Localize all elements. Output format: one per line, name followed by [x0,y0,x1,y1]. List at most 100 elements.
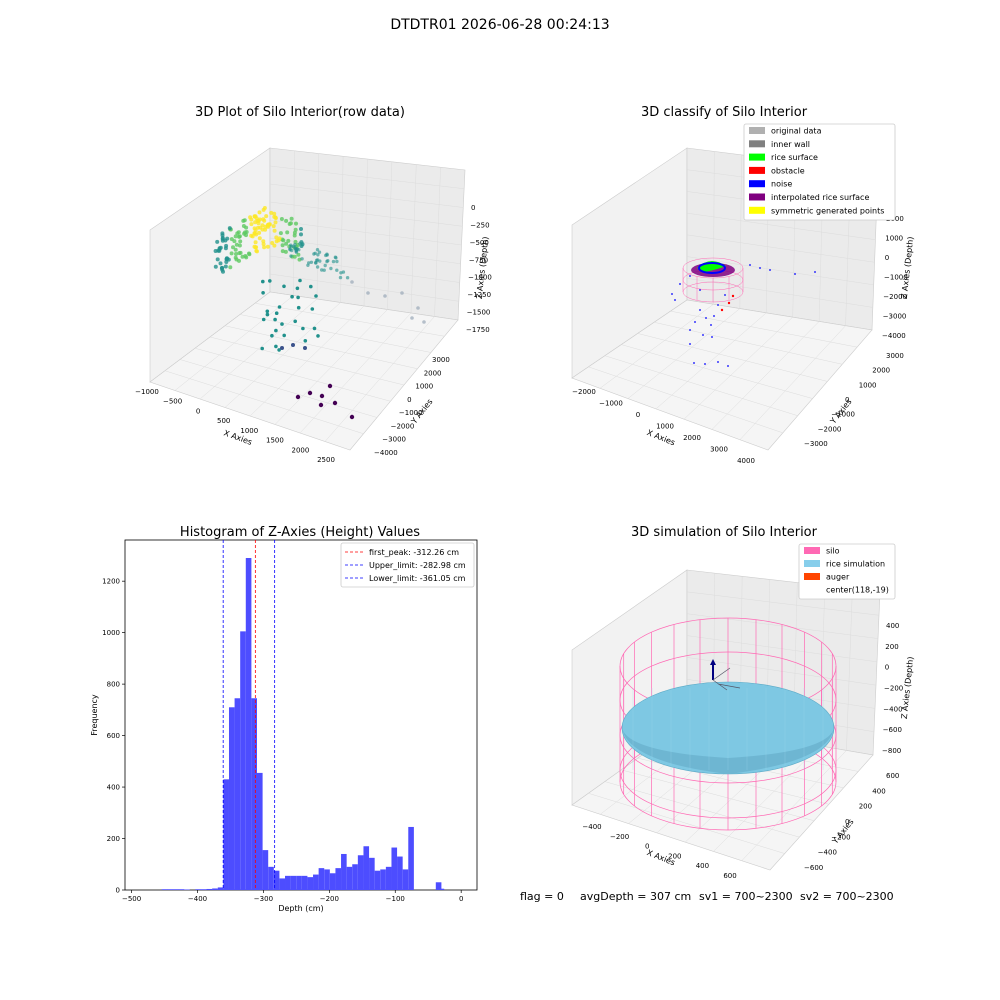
legend-label: rice surface [771,153,818,162]
data-point [289,216,294,221]
data-point [220,236,225,240]
histogram-bar [206,888,213,890]
tick-label: 0 [885,254,889,262]
data-point [334,256,338,260]
tick-label: 3000 [886,352,904,360]
z-label-classify: Z Axies (Depth) [900,236,916,299]
data-point [218,261,223,266]
panel-raw-3d: 3D Plot of Silo Interior(row data) −1000… [135,105,492,464]
data-point [292,230,297,235]
noise-point [679,283,681,285]
legend-label: silo [826,547,840,556]
histogram-bar [290,875,297,890]
tick-label: 1000 [102,629,120,637]
data-point [233,247,238,252]
data-point [277,236,282,241]
data-point [270,241,275,245]
data-point [229,237,234,242]
data-point [261,317,266,322]
data-point [231,245,235,250]
data-point [274,311,279,316]
tick-label: 0 [196,407,200,415]
rice-simulation-disk [621,681,835,775]
points-raw [213,206,426,420]
points-classify [671,264,816,367]
x-ticks-sim: −400 −200 0 200 400 600 [582,823,736,880]
tick-label: −2000 [818,425,842,433]
legend-swatch [749,140,765,148]
data-point [274,235,279,240]
grid-raw [164,150,465,442]
data-point [274,328,278,333]
histogram-bar [385,866,392,890]
legend-box [340,542,475,588]
data-point [238,239,243,244]
data-point [253,240,258,245]
y-ticks-raw: 3000 2000 1000 0 −1000 −2000 −3000 −4000 [374,356,450,457]
data-point [289,254,293,258]
histogram-bar [307,877,314,890]
data-point [299,227,303,231]
tick-label: −2000 [391,422,415,430]
data-point [293,242,297,247]
histogram-bar [402,869,409,890]
data-point [265,244,270,249]
tick-label: −1000 [884,274,908,282]
data-point [277,348,281,352]
histogram-bar [245,558,252,890]
data-point [261,291,265,295]
tick-label: −1500 [467,309,491,317]
data-point [249,222,254,227]
data-point [280,243,285,248]
data-point [349,414,355,420]
data-point [282,284,286,289]
data-point [294,249,298,253]
data-point [272,211,277,216]
data-point [317,250,322,254]
noise-point [671,293,673,295]
legend-label: first_peak: -312.26 cm [369,548,459,557]
data-point [315,248,320,252]
data-point [215,257,220,262]
data-point [341,270,346,274]
legend-box [798,543,896,600]
legend-swatch [749,180,765,188]
noise-point [713,315,715,317]
histogram-bar [408,826,414,890]
data-point [314,258,319,262]
data-point [249,233,254,238]
noise-point [689,329,691,331]
data-point [292,254,297,259]
data-point [338,275,343,280]
tick-label: 0 [845,818,849,826]
legend-swatch [749,127,765,134]
obstacle-point [720,308,724,312]
histogram-bar [257,772,263,890]
histogram-bar [357,855,364,890]
pane-floor [571,299,873,451]
data-point [225,236,230,241]
histogram-bar [374,870,381,890]
data-point [261,207,266,212]
data-point [314,294,318,298]
data-point [261,279,265,284]
legend-swatch [804,547,820,554]
tick-label: −1000 [135,388,159,396]
data-point [293,319,298,324]
legend-label: Upper_limit: -282.98 cm [369,561,466,570]
tick-label: 400 [107,784,120,792]
data-point [284,218,289,223]
histogram-bar [435,882,442,890]
panel-classify-3d: 3D classify of Silo Interior −2000−10000… [571,105,916,465]
data-point [350,280,354,284]
histogram-bar [268,866,274,890]
histogram-bar [212,888,218,890]
data-point [285,230,290,235]
y-ticks-hist: 0 200 400 600 800 1000 1200 [102,578,125,895]
tick-label: −200 [884,685,903,693]
tick-label: 400 [872,787,885,795]
data-point [316,253,320,257]
data-point [265,309,270,314]
data-point [383,294,387,298]
data-point [309,260,314,264]
